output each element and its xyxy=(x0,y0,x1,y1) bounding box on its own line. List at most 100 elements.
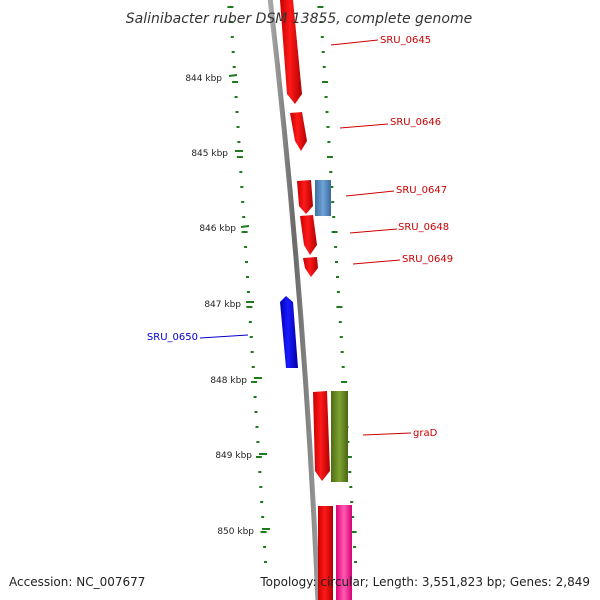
tick-dot xyxy=(253,396,257,398)
tick-dot xyxy=(245,261,248,263)
tick-dot xyxy=(232,66,236,68)
gene-label-sru-0650[interactable]: SRU_0650 xyxy=(147,332,198,343)
topology-summary-text: Topology: circular; Length: 3,551,823 bp… xyxy=(259,575,590,589)
callout-line-sru-0646 xyxy=(339,123,389,129)
tick-dot xyxy=(258,471,262,473)
tick-dot xyxy=(237,141,241,143)
tick-dot xyxy=(319,21,323,23)
gene-labels: SRU_0645 SRU_0646 SRU_0647 SRU_0648 SRU_… xyxy=(147,35,453,439)
gene-arrow-sru-0645[interactable] xyxy=(280,0,302,104)
callout-line-grad xyxy=(362,432,412,436)
tick-dot xyxy=(322,66,326,68)
tick-dot xyxy=(234,96,238,98)
gene-label-sru-0645[interactable]: SRU_0645 xyxy=(380,35,431,46)
tick-dot xyxy=(349,486,353,488)
tick-dot xyxy=(232,81,239,83)
tick-dot xyxy=(240,186,244,188)
tick-dot xyxy=(259,486,263,488)
feature-block-sru-0647[interactable] xyxy=(315,180,331,216)
tick-dot xyxy=(263,546,267,548)
feature-block-grad[interactable] xyxy=(331,391,348,482)
tick-dot xyxy=(317,6,324,8)
tick-dot xyxy=(264,561,267,563)
tick-dot xyxy=(244,246,248,248)
tick-dot xyxy=(350,501,354,503)
tick-label-849: 849 kbp xyxy=(215,451,252,461)
tick-dot xyxy=(336,306,343,308)
tick-dot xyxy=(230,36,234,38)
tick-dot xyxy=(236,126,240,128)
gene-arrow-sru-0649[interactable] xyxy=(303,257,318,277)
tick-label-845: 845 kbp xyxy=(191,149,228,159)
feature-block-bottom-red[interactable] xyxy=(318,506,333,600)
tick-dot xyxy=(254,411,258,413)
callout-line-sru-0645 xyxy=(330,39,379,46)
tick-dot xyxy=(229,21,233,23)
callout-line-sru-0648 xyxy=(349,228,398,234)
tick-dot xyxy=(353,546,357,548)
tick-dot xyxy=(335,261,338,263)
tick-dot xyxy=(255,456,262,458)
gene-arrow-sru-0648[interactable] xyxy=(300,215,317,255)
gene-label-sru-0648[interactable]: SRU_0648 xyxy=(398,222,449,233)
tick-dot xyxy=(249,336,253,338)
feature-block-bottom-pink[interactable] xyxy=(336,505,352,600)
gene-label-sru-0646[interactable]: SRU_0646 xyxy=(390,117,441,128)
tick-dot xyxy=(250,351,254,353)
tick-dot xyxy=(260,531,267,533)
gene-features xyxy=(280,0,352,600)
callout-line-sru-0649 xyxy=(352,259,401,265)
tick-dot xyxy=(227,6,234,8)
genome-backbone xyxy=(267,0,321,600)
major-tick-846 xyxy=(240,225,250,228)
gene-callout-lines xyxy=(199,39,412,436)
tick-dot xyxy=(341,366,345,368)
tick-label-850: 850 kbp xyxy=(217,527,254,537)
tick-dot xyxy=(325,111,329,113)
tick-dot xyxy=(327,141,331,143)
tick-dot xyxy=(241,201,245,203)
tick-dot xyxy=(256,441,260,443)
gene-label-sru-0649[interactable]: SRU_0649 xyxy=(402,254,453,265)
major-tick-844 xyxy=(228,74,238,77)
tick-dot xyxy=(261,516,265,518)
tick-dot xyxy=(340,351,344,353)
tick-dot xyxy=(246,276,249,278)
tick-dot xyxy=(351,516,355,518)
tick-dot xyxy=(324,96,328,98)
tick-dot xyxy=(334,246,338,248)
tick-dot xyxy=(329,171,333,173)
gene-label-sru-0647[interactable]: SRU_0647 xyxy=(396,185,447,196)
tick-dot xyxy=(242,216,246,218)
tick-dot xyxy=(322,81,329,83)
tick-dot xyxy=(255,426,259,428)
tick-label-847: 847 kbp xyxy=(204,300,241,310)
tick-dot xyxy=(338,321,342,323)
major-tick-marks xyxy=(228,74,270,530)
gene-label-grad[interactable]: graD xyxy=(413,428,438,439)
tick-dot xyxy=(348,471,352,473)
tick-dot xyxy=(241,231,248,233)
tick-labels: 844 kbp 845 kbp 846 kbp 847 kbp 848 kbp … xyxy=(185,74,254,537)
tick-dot xyxy=(331,231,338,233)
gene-arrow-sru-0650[interactable] xyxy=(280,296,298,368)
tick-dot xyxy=(321,51,325,53)
tick-dot xyxy=(246,291,250,293)
tick-dot xyxy=(248,321,252,323)
tick-label-844: 844 kbp xyxy=(185,74,222,84)
gene-arrow-sru-0646[interactable] xyxy=(290,112,307,151)
tick-dot xyxy=(239,171,243,173)
callout-line-sru-0647 xyxy=(345,190,395,197)
map-title: Salinibacter ruber DSM 13855, complete g… xyxy=(126,11,472,27)
tick-label-846: 846 kbp xyxy=(199,224,236,234)
tick-dot xyxy=(246,306,253,308)
tick-dot xyxy=(354,561,357,563)
gene-arrow-sru-0647[interactable] xyxy=(297,180,313,214)
tick-dot xyxy=(326,156,333,158)
gene-arrow-grad[interactable] xyxy=(313,391,330,481)
tick-dot xyxy=(332,216,336,218)
tick-dot xyxy=(235,111,239,113)
tick-dot xyxy=(336,291,340,293)
tick-dot xyxy=(251,381,258,383)
tick-label-848: 848 kbp xyxy=(210,376,247,386)
